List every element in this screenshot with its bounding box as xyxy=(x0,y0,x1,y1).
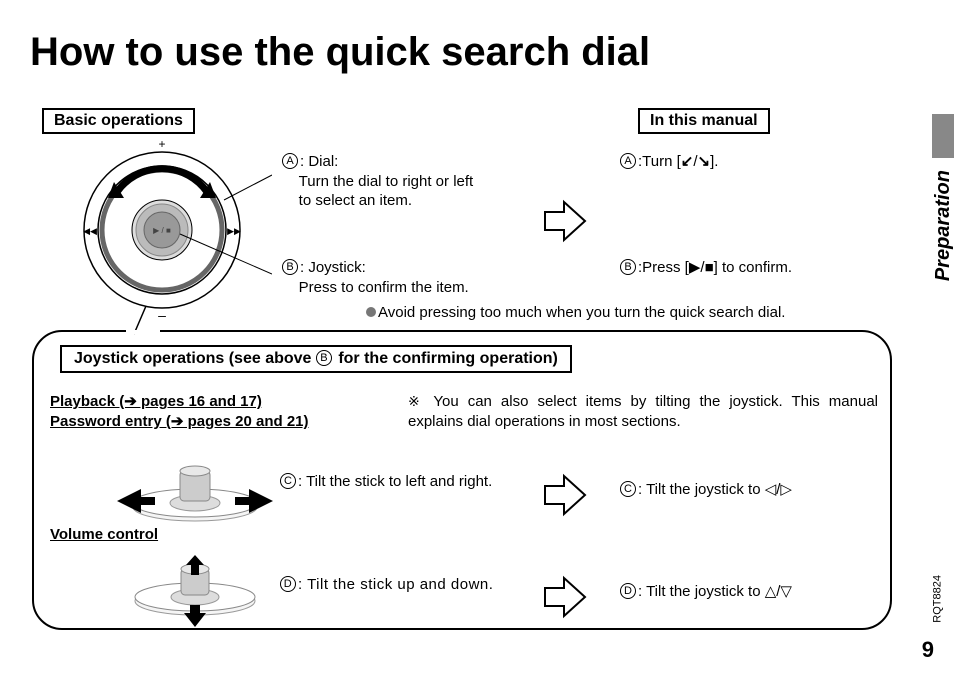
arrow-icon xyxy=(540,196,590,246)
password-link: Password entry (➔ pages 20 and 21) xyxy=(50,412,309,430)
bullet-icon xyxy=(366,307,376,317)
tilt-joystick-c: C: Tilt the joystick to ◁/▷ xyxy=(620,480,792,498)
avoid-warning: Avoid pressing too much when you turn th… xyxy=(366,304,785,321)
letter-c: C xyxy=(280,473,296,489)
joystick-tilt-lr-icon xyxy=(115,455,275,525)
tilt-joystick-d: D: Tilt the joystick to △/▽ xyxy=(620,582,792,600)
svg-text:+: + xyxy=(158,140,165,151)
note-text: ※ You can also select items by tilting t… xyxy=(408,392,878,431)
letter-d: D xyxy=(280,576,296,592)
dial-illustration: + – ◀◀ ▶▶ ▶ / ■ xyxy=(72,140,272,340)
letter-a-2: A xyxy=(620,153,636,169)
page-title: How to use the quick search dial xyxy=(30,30,650,75)
svg-text:–: – xyxy=(158,307,166,323)
svg-text:▶▶: ▶▶ xyxy=(227,226,241,236)
joystick-ops-label: Joystick operations (see above B for the… xyxy=(60,345,572,373)
basic-operations-label: Basic operations xyxy=(42,108,195,134)
tilt-d-text: D: Tilt the stick up and down. xyxy=(280,575,520,595)
doc-code: RQT8824 xyxy=(932,575,944,623)
playback-link: Playback (➔ pages 16 and 17) xyxy=(50,392,309,410)
joystick-tilt-ud-icon xyxy=(130,555,260,630)
volume-control-label: Volume control xyxy=(50,526,158,543)
press-instruction: B:Press [▶/■] to confirm. xyxy=(620,258,792,276)
letter-c-2: C xyxy=(620,481,636,497)
letter-a: A xyxy=(282,153,298,169)
turn-instruction: A:Turn [↙/↘]. xyxy=(620,152,718,170)
letter-b-3: B xyxy=(316,350,332,366)
arrow-icon-2 xyxy=(540,470,590,520)
svg-text:▶ / ■: ▶ / ■ xyxy=(153,226,171,235)
sidebar-tab xyxy=(932,114,954,158)
page-number: 9 xyxy=(922,637,934,663)
letter-b-2: B xyxy=(620,259,636,275)
joystick-description: B: Joystick: Press to confirm the item. xyxy=(282,258,469,297)
tilt-c-text: C: Tilt the stick to left and right. xyxy=(280,472,500,492)
letter-d-2: D xyxy=(620,583,636,599)
in-this-manual-label: In this manual xyxy=(638,108,770,134)
arrow-icon-3 xyxy=(540,572,590,622)
letter-b: B xyxy=(282,259,298,275)
svg-text:◀◀: ◀◀ xyxy=(83,226,97,236)
dial-description: A: Dial: Turn the dial to right or left … xyxy=(282,152,473,211)
section-name: Preparation xyxy=(932,170,954,281)
page-links: Playback (➔ pages 16 and 17) Password en… xyxy=(50,392,309,432)
